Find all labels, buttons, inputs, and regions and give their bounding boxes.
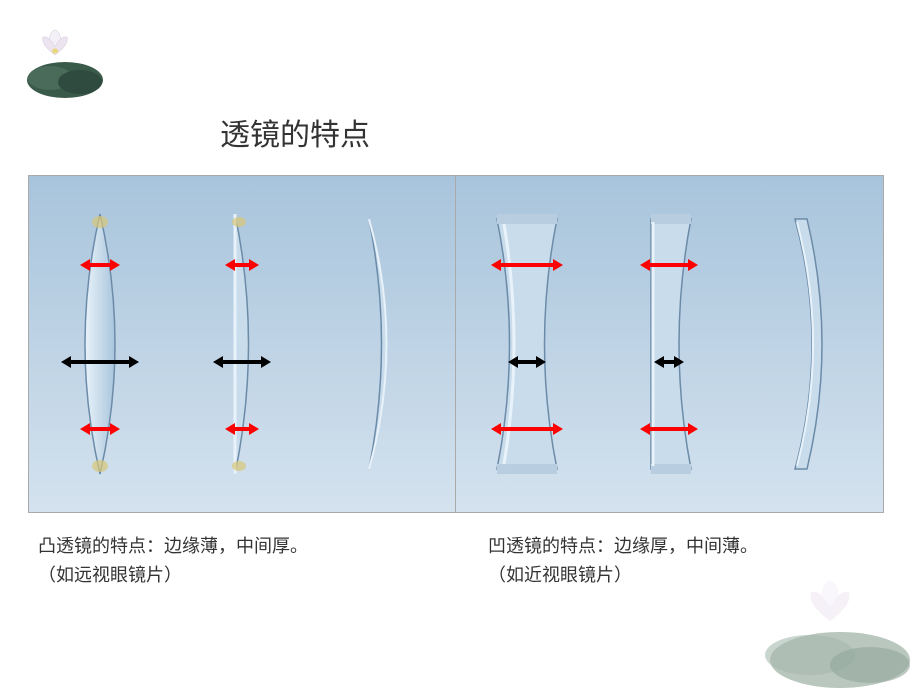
thickness-arrow bbox=[225, 426, 259, 432]
thickness-arrow bbox=[491, 262, 563, 268]
convex-caption-line1: 凸透镜的特点：边缘薄，中间厚。 bbox=[38, 536, 308, 556]
lens-meniscus-concave bbox=[757, 194, 867, 494]
lens-planoconcave bbox=[614, 194, 724, 494]
lens-panels bbox=[28, 175, 884, 513]
concave-panel bbox=[456, 175, 884, 513]
thickness-arrow bbox=[61, 359, 139, 365]
thickness-arrow bbox=[80, 262, 120, 268]
thickness-arrow bbox=[508, 359, 546, 365]
convex-caption: 凸透镜的特点：边缘薄，中间厚。 （如远视眼镜片） bbox=[28, 528, 458, 594]
thickness-arrow bbox=[213, 359, 271, 365]
convex-panel bbox=[28, 175, 456, 513]
lens-planoconvex bbox=[187, 194, 297, 494]
lens-biconcave bbox=[472, 194, 582, 494]
thickness-arrow bbox=[640, 262, 698, 268]
concave-caption-line1: 凹透镜的特点：边缘厚，中间薄。 bbox=[488, 536, 758, 556]
concave-caption: 凹透镜的特点：边缘厚，中间薄。 （如近视眼镜片） bbox=[458, 528, 888, 594]
convex-caption-line2: （如远视眼镜片） bbox=[38, 565, 182, 585]
concave-caption-line2: （如近视眼镜片） bbox=[488, 565, 632, 585]
lens-biconvex bbox=[45, 194, 155, 494]
thickness-arrow bbox=[491, 426, 563, 432]
thickness-arrow bbox=[654, 359, 684, 365]
lotus-decoration-top bbox=[20, 20, 120, 100]
thickness-arrow bbox=[225, 262, 259, 268]
lens-meniscus-convex bbox=[329, 194, 439, 494]
caption-row: 凸透镜的特点：边缘薄，中间厚。 （如远视眼镜片） 凹透镜的特点：边缘厚，中间薄。… bbox=[28, 528, 888, 594]
thickness-arrow bbox=[640, 426, 698, 432]
page-title: 透镜的特点 bbox=[220, 110, 370, 154]
thickness-arrow bbox=[80, 426, 120, 432]
